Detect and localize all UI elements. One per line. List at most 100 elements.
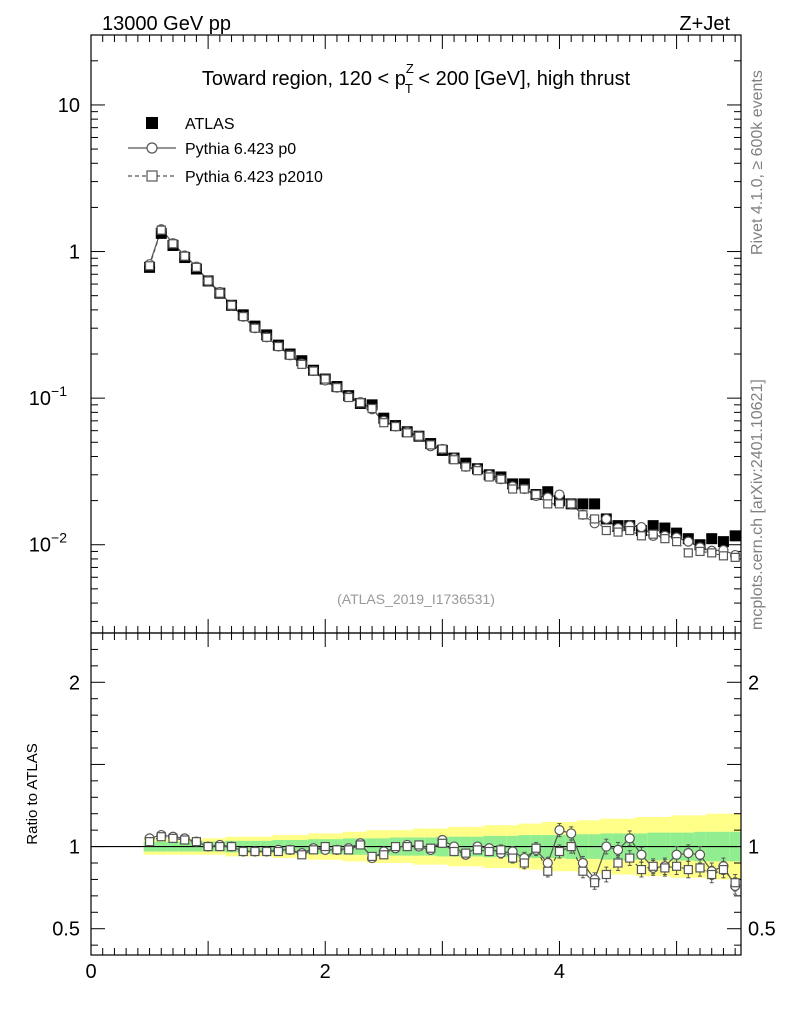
x-tick-label: 0 [85,961,96,983]
data-point-p2010 [203,276,213,286]
ratio-point-p2010 [238,846,248,857]
data-point-p0 [683,536,694,547]
data-point-p2010 [683,548,693,558]
chart-title: Toward region, 120 < pZ T < 200 [GeV], hi… [202,61,631,96]
data-point-p2010 [730,552,740,562]
data-point-p2010 [449,455,459,465]
data-point-atlas [577,498,589,510]
data-point-atlas [706,533,718,545]
ratio-point-p0 [683,848,694,859]
ratio-point-p0 [542,857,553,869]
watermark: (ATLAS_2019_I1736531) [337,591,495,607]
ratio-point-p0 [636,849,647,860]
y-tick-label: 10−2 [29,530,67,557]
ratio-point-p2010 [226,841,237,852]
ratio-point-p2010 [297,850,307,860]
ratio-point-p0 [671,849,682,860]
ratio-point-p2010 [484,846,494,857]
header-process: Z+Jet [679,13,730,35]
ratio-point-p2010 [437,838,447,848]
data-point-p2010 [566,499,576,509]
x-tick-label: 2 [320,961,331,983]
ratio-point-p2010 [367,851,377,862]
data-point-atlas [659,522,671,534]
data-point-p2010 [707,548,717,558]
ratio-point-p2010 [671,861,682,871]
data-point-atlas [729,530,741,542]
data-point-p2010 [215,288,225,298]
data-point-p2010 [648,529,658,539]
legend-label-p0: Pythia 6.423 p0 [185,141,296,158]
ratio-point-p2010 [648,861,658,871]
data-point-p2010 [543,499,553,509]
data-point-p2010 [308,366,319,376]
ratio-point-p2010 [180,835,190,845]
data-point-p2010 [332,383,342,393]
legend-marker-p0 [146,142,158,154]
data-point-p2010 [484,472,494,482]
data-point-p2010 [601,525,611,536]
ratio-point-p2010 [250,846,260,857]
ratio-point-p2010 [578,866,588,876]
data-point-p2010 [496,474,506,484]
data-point-p2010 [613,527,623,537]
ratio-point-p2010 [203,841,213,852]
ratio-point-p2010 [273,846,283,857]
ratio-point-p2010 [402,841,412,852]
ratio-frame [90,632,742,956]
data-point-p2010 [285,350,295,360]
data-point-p2010 [414,431,424,441]
ratio-tick-label: 0.5 [52,919,80,941]
ratio-point-p2010 [332,845,342,855]
ratio-point-p2010 [519,858,529,868]
data-point-p2010 [144,261,155,271]
ratio-point-p2010 [707,869,717,880]
ratio-tick-label-right: 1 [748,837,759,859]
ratio-point-p2010 [718,864,729,875]
y-tick-label: 10−1 [29,383,67,410]
data-point-p2010 [718,551,729,561]
ratio-point-p2010 [308,845,319,855]
data-point-p2010 [262,332,272,342]
y-tick-label: 10 [58,95,80,117]
ratio-point-p2010 [426,843,436,853]
ratio-point-p2010 [379,850,389,860]
legend-label-atlas: ATLAS [185,116,235,133]
data-point-p2010 [590,514,600,524]
data-point-p2010 [180,251,190,261]
main-panel: 10 1 10−1 10−2 Toward region, 120 < pZ T < 2… [29,34,742,634]
data-point-p2010 [355,398,365,408]
data-point-p2010 [660,534,670,544]
data-point-atlas [647,520,659,532]
data-point-p2010 [695,546,705,557]
data-point-p2010 [554,499,565,509]
ratio-point-p2010 [472,845,483,855]
data-point-p2010 [367,403,377,414]
data-point-p2010 [461,462,471,472]
legend-marker-p2010 [146,170,158,182]
ratio-point-p2010 [344,845,354,855]
data-point-p2010 [379,418,389,428]
data-point-p2010 [531,489,541,500]
data-point-p2010 [636,531,647,541]
ratio-point-p2010 [449,846,459,857]
ratio-tick-label: 2 [69,672,80,694]
ratio-point-p2010 [262,846,272,857]
y-tick-label: 1 [69,242,80,264]
x-tick-label: 4 [554,961,565,983]
ratio-point-p2010 [730,878,740,888]
data-point-p2010 [625,525,635,536]
ratio-tick-label-right: 0.5 [748,919,776,941]
data-point-atlas [542,486,554,498]
ratio-point-p0 [577,857,588,869]
header-energy: 13000 GeV pp [102,13,231,35]
ratio-point-p2010 [144,837,155,847]
data-point-p2010 [671,537,682,547]
series-line-p0 [148,228,736,556]
data-point-p2010 [508,484,518,494]
legend: ATLAS Pythia 6.423 p0 Pythia 6.423 p2010 [128,116,323,186]
data-point-p2010 [519,484,529,494]
data-point-p2010 [402,428,412,438]
ratio-point-p2010 [636,864,647,875]
